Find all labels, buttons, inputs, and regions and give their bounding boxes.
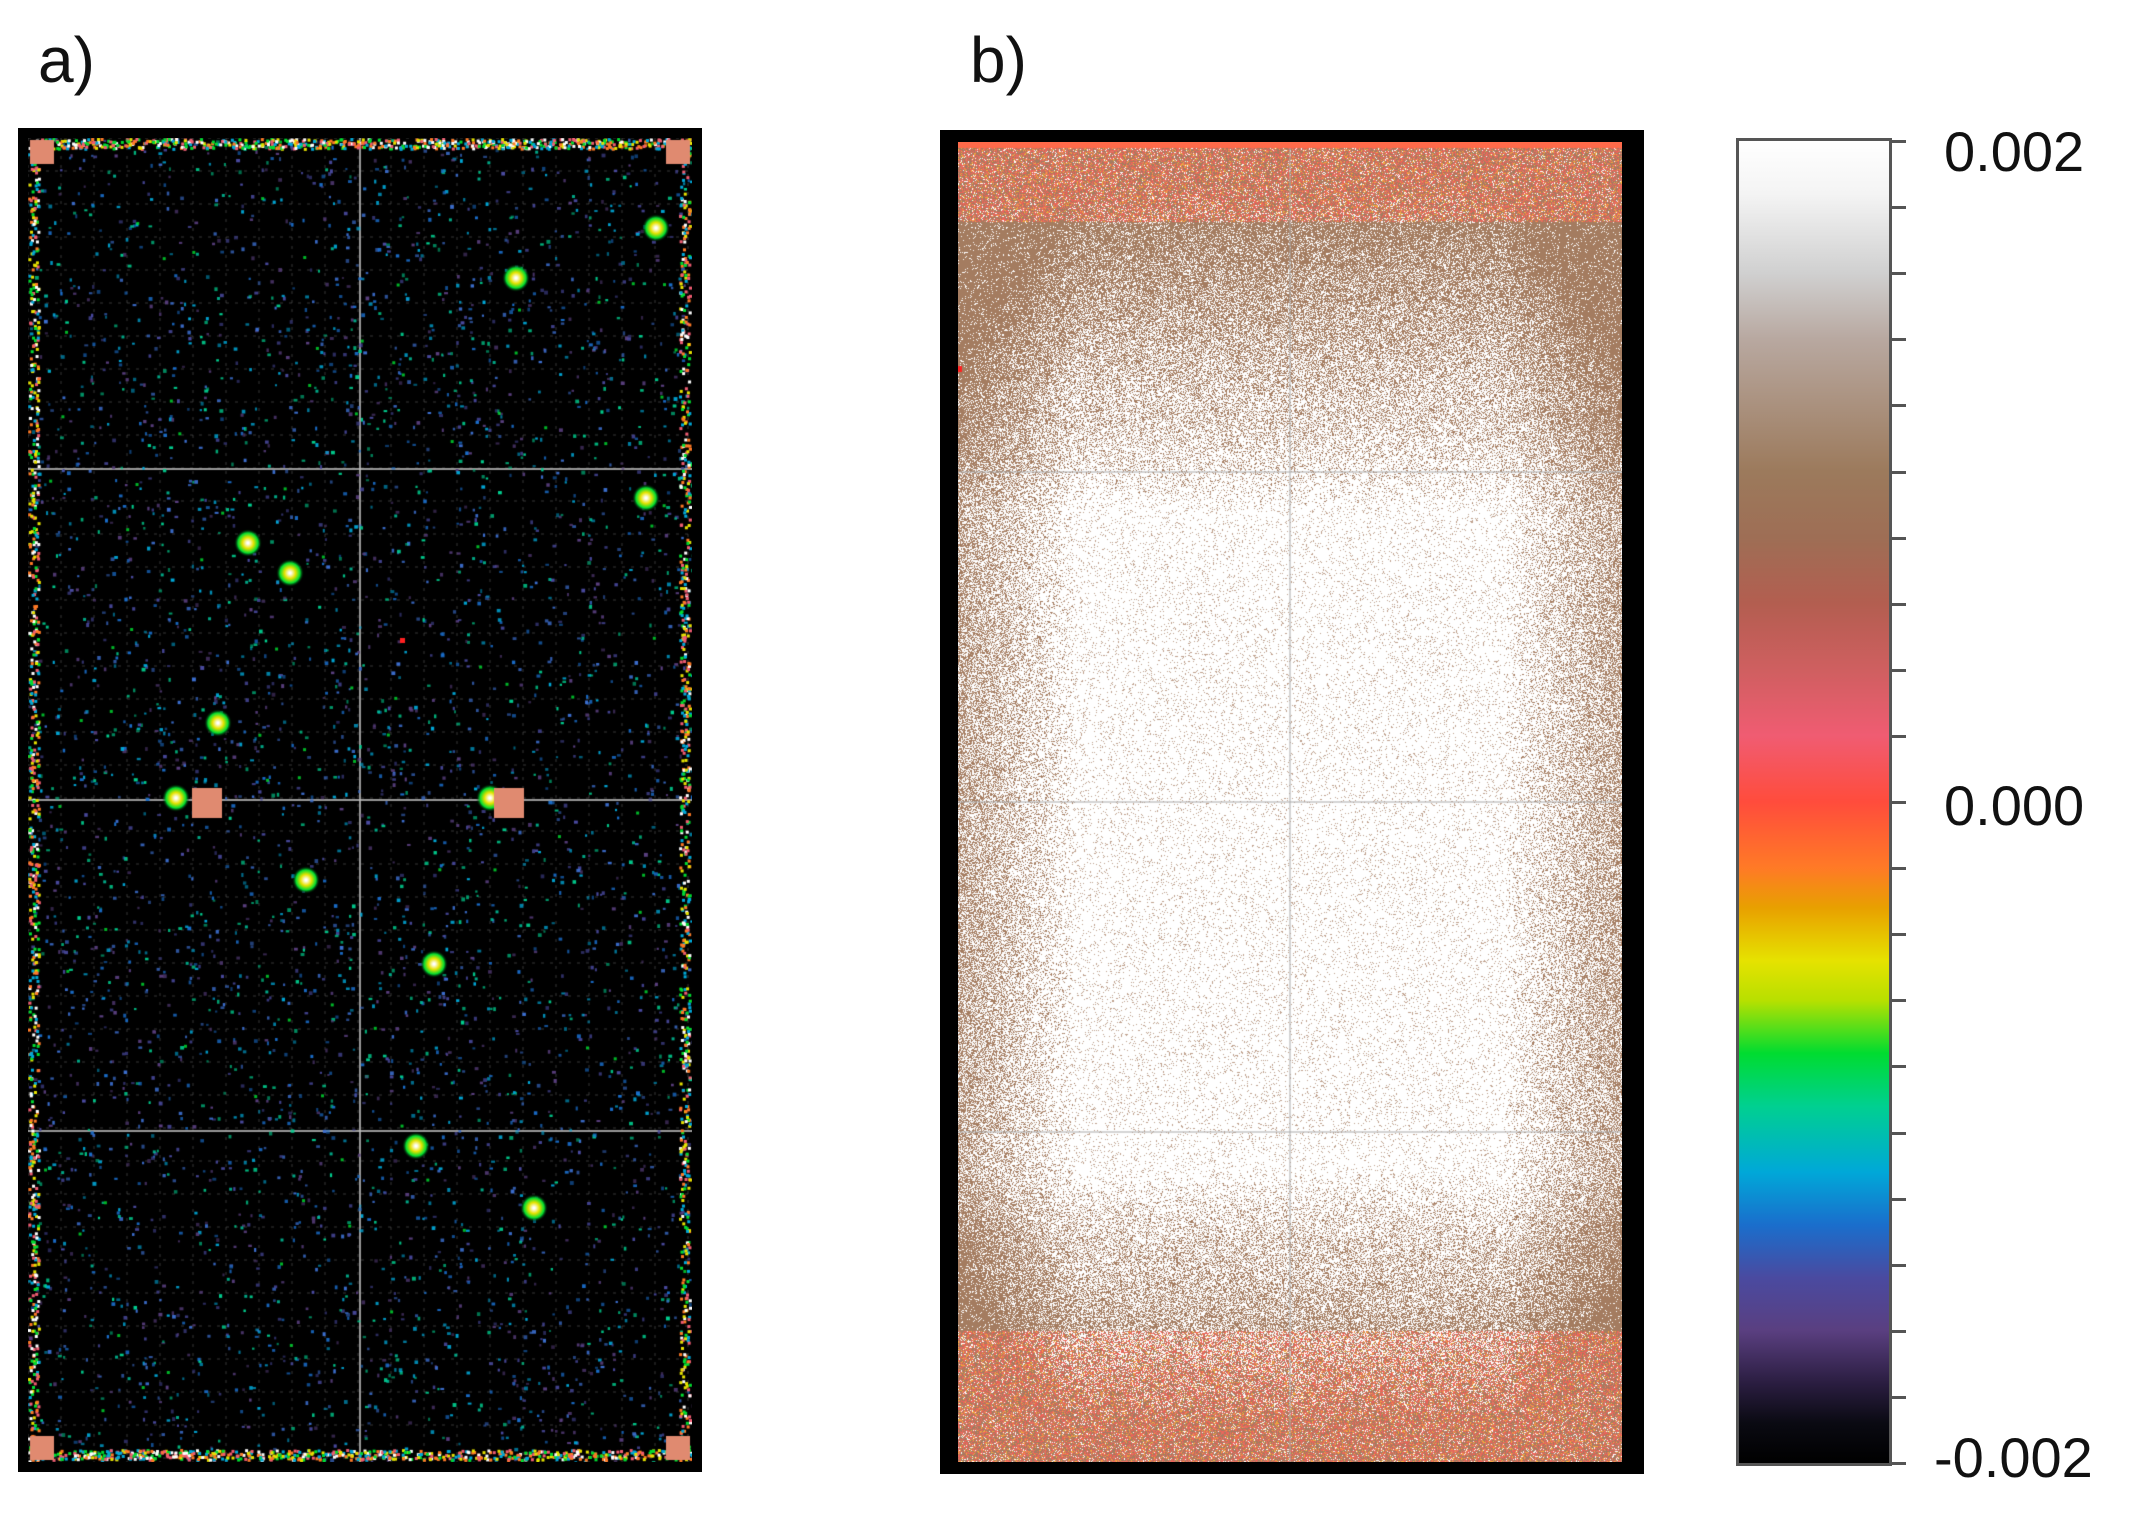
colorbar-tick	[1892, 404, 1906, 408]
panel-a-image	[28, 138, 692, 1462]
colorbar-tick	[1892, 668, 1906, 672]
panel-b-strain-map	[940, 130, 1644, 1474]
colorbar	[1736, 138, 1906, 1466]
colorbar-min-label: -0.002	[1934, 1426, 2093, 1489]
colorbar-max-label: 0.002	[1944, 120, 2085, 183]
colorbar-tick	[1892, 999, 1906, 1003]
colorbar-tick	[1892, 1065, 1906, 1069]
panel-a-label: a)	[38, 24, 95, 96]
colorbar-tick	[1892, 801, 1906, 804]
colorbar-tick	[1892, 602, 1906, 606]
colorbar-tick	[1892, 1197, 1906, 1201]
colorbar-tick	[1892, 272, 1906, 276]
colorbar-mid-label: 0.000	[1944, 774, 2085, 837]
colorbar-tick	[1892, 1131, 1906, 1135]
colorbar-tick	[1892, 338, 1906, 342]
panel-b-label: b)	[970, 24, 1027, 96]
colorbar-tick	[1892, 206, 1906, 210]
colorbar-tick	[1892, 734, 1906, 738]
panel-a-strain-map	[18, 128, 702, 1472]
colorbar-tick	[1892, 1395, 1906, 1399]
colorbar-tick	[1892, 1329, 1906, 1333]
colorbar-tick	[1892, 933, 1906, 937]
colorbar-tick	[1892, 140, 1906, 143]
colorbar-tick	[1892, 470, 1906, 474]
colorbar-tick	[1892, 1263, 1906, 1267]
colorbar-tick	[1892, 536, 1906, 540]
panel-b-image	[958, 142, 1622, 1462]
colorbar-tick	[1892, 1462, 1906, 1465]
colorbar-tick	[1892, 867, 1906, 871]
